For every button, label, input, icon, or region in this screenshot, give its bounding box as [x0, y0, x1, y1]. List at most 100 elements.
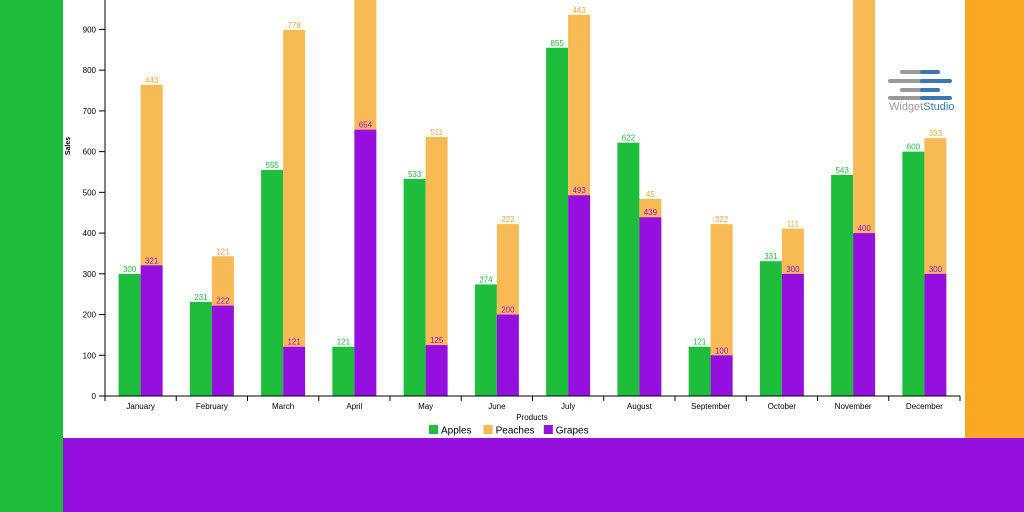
bar-peaches — [781, 228, 804, 274]
data-label-grapes: 439 — [644, 208, 658, 217]
data-label-apples: 231 — [194, 293, 208, 302]
data-label-peaches: 778 — [287, 21, 301, 30]
data-label-apples: 543 — [835, 166, 849, 175]
right-color-band — [965, 0, 1024, 438]
data-label-grapes: 321 — [145, 256, 159, 265]
data-label-apples: 855 — [550, 39, 564, 48]
data-label-peaches: 322 — [715, 215, 729, 224]
chart-area: 300 321 443 231 222 121 555 121 778 121 654 533 125 5… — [63, 0, 965, 438]
bar-grapes — [211, 305, 234, 396]
bar-peaches — [568, 14, 591, 196]
bar-peaches — [496, 224, 519, 315]
data-label-peaches: 333 — [929, 129, 943, 138]
x-tick-label: April — [346, 402, 362, 411]
legend-swatch — [543, 425, 553, 434]
y-tick-label: 500 — [83, 188, 97, 197]
x-tick-label: July — [561, 402, 575, 411]
data-label-apples: 121 — [337, 338, 351, 347]
bar-apples — [189, 301, 212, 396]
bar-apples — [261, 169, 284, 396]
bar-grapes — [140, 265, 163, 396]
y-tick-label: 700 — [83, 107, 97, 116]
data-label-peaches: 511 — [430, 128, 443, 137]
bar-apples — [902, 151, 925, 396]
x-tick-label: December — [906, 402, 943, 411]
logo-word-widget: Widget — [889, 101, 924, 113]
data-label-grapes: 222 — [216, 297, 230, 306]
x-tick-label: October — [768, 402, 797, 411]
bar-grapes — [496, 314, 519, 396]
logo-word-studio: Studio — [923, 101, 955, 113]
widgetstudio-logo: WidgetStudio — [886, 66, 956, 114]
data-label-peaches: 443 — [572, 6, 586, 15]
bar-apples — [474, 284, 497, 396]
bar-peaches — [924, 138, 947, 274]
x-tick-label: November — [835, 402, 872, 411]
data-label-grapes: 654 — [359, 121, 373, 130]
y-tick-label: 300 — [83, 270, 97, 279]
bar-grapes — [924, 273, 947, 396]
y-tick-label: 600 — [83, 148, 97, 157]
bar-grapes — [639, 217, 662, 396]
bottom-color-band — [63, 438, 1024, 512]
data-label-peaches: 222 — [501, 215, 515, 224]
legend-swatch — [483, 425, 493, 434]
data-label-peaches: 121 — [216, 247, 230, 256]
bar-apples — [332, 346, 355, 396]
bar-peaches — [853, 0, 876, 234]
data-label-grapes: 300 — [786, 265, 800, 274]
bar-grapes — [568, 195, 591, 396]
widgetstudio-logo-icon — [888, 70, 952, 100]
data-label-peaches: 443 — [145, 76, 159, 85]
bar-peaches — [354, 0, 377, 130]
x-tick-label: January — [126, 402, 154, 411]
bar-grapes — [425, 345, 448, 396]
data-labels-layer: 300 321 443 231 222 121 555 121 778 121 654 533 125 5… — [123, 6, 943, 356]
data-label-grapes: 121 — [287, 338, 301, 347]
y-tick-label: 900 — [83, 25, 97, 34]
legend-label: Peaches — [496, 426, 535, 437]
x-tick-label: August — [627, 402, 653, 411]
legend: Apples Peaches Grapes — [429, 425, 589, 437]
bar-apples — [546, 47, 569, 397]
x-tick-label: February — [196, 402, 228, 411]
data-label-apples: 274 — [479, 275, 493, 284]
x-tick-label: March — [272, 402, 294, 411]
data-label-grapes: 200 — [501, 306, 515, 315]
data-label-grapes: 300 — [929, 265, 943, 274]
data-label-apples: 331 — [764, 252, 778, 261]
data-label-apples: 555 — [265, 161, 279, 170]
data-label-apples: 121 — [693, 338, 707, 347]
x-axis-label: Products — [516, 413, 548, 422]
data-label-apples: 533 — [408, 170, 422, 179]
data-label-apples: 600 — [907, 143, 921, 152]
y-tick-label: 400 — [83, 229, 97, 238]
data-label-apples: 622 — [622, 134, 636, 143]
bar-grapes — [354, 129, 377, 396]
bar-peaches — [710, 224, 733, 356]
bar-chart: 300 321 443 231 222 121 555 121 778 121 654 533 125 5… — [65, 0, 961, 437]
bar-peaches — [140, 84, 163, 266]
data-label-peaches: 111 — [787, 220, 800, 229]
bar-grapes — [710, 355, 733, 396]
bar-grapes — [853, 233, 876, 396]
data-label-grapes: 100 — [715, 346, 729, 355]
logo-wordmark: WidgetStudio — [889, 101, 954, 113]
bar-peaches — [283, 29, 306, 347]
data-label-grapes: 400 — [857, 224, 871, 233]
data-label-grapes: 125 — [430, 336, 444, 345]
data-label-peaches: 45 — [646, 190, 655, 199]
legend-swatch — [429, 425, 438, 434]
bar-apples — [831, 174, 854, 396]
y-tick-label: 200 — [83, 311, 97, 320]
data-label-apples: 300 — [123, 265, 137, 274]
bar-apples — [403, 178, 426, 396]
legend-label: Apples — [441, 426, 472, 437]
bar-apples — [118, 273, 141, 396]
y-tick-label: 800 — [83, 66, 97, 75]
left-color-band — [0, 0, 63, 512]
axes-layer: January February March April May June July Augu… — [83, 0, 961, 411]
y-axis-label: Sales — [65, 137, 72, 155]
y-tick-label: 0 — [92, 392, 97, 401]
y-tick-label: 100 — [83, 351, 97, 360]
